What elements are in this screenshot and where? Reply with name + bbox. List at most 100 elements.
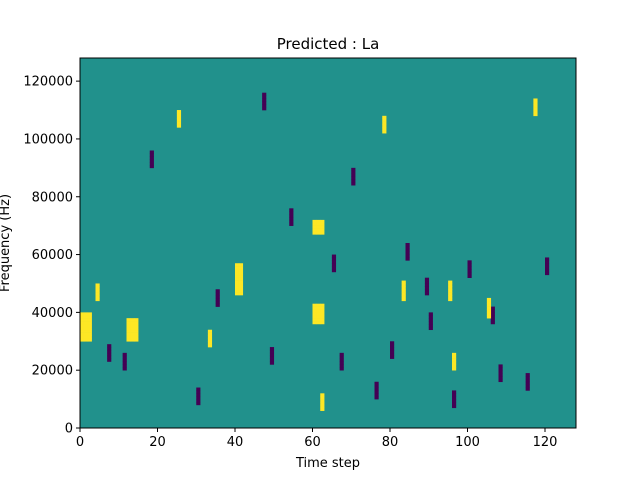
heatmap-cell-high <box>312 309 317 313</box>
heatmap-cell-low <box>149 153 154 157</box>
heatmap-cell-high <box>80 326 85 331</box>
heatmap-cell-high <box>83 335 89 339</box>
heatmap-cell-high <box>126 338 131 342</box>
heatmap-cell-low <box>262 95 267 99</box>
heatmap-cell-low <box>339 367 344 371</box>
heatmap-cell-high <box>452 358 457 362</box>
heatmap-cell-high <box>448 292 453 296</box>
heatmap-cell-low <box>405 257 410 261</box>
heatmap-cell-low <box>498 375 503 380</box>
heatmap-cell-low <box>498 370 503 374</box>
heatmap-cell-high <box>95 292 100 296</box>
heatmap-cell-high <box>207 341 213 345</box>
heatmap-cell-low <box>374 390 379 394</box>
plot-frame <box>79 57 577 429</box>
heatmap-cell-high <box>320 231 325 235</box>
heatmap-cell-high <box>312 219 317 224</box>
heatmap-cell-high <box>207 329 213 333</box>
heatmap-cell-high <box>320 312 325 316</box>
heatmap-cell-high <box>130 318 135 322</box>
heatmap-cell-high <box>312 315 317 319</box>
y-tick-label: 40000 <box>32 306 73 321</box>
heatmap-cell-low <box>215 303 220 307</box>
heatmap-cell-high <box>176 112 182 117</box>
heatmap-cell-high <box>312 231 317 235</box>
heatmap-cell-high <box>448 289 453 293</box>
heatmap-cell-high <box>80 332 85 336</box>
heatmap-cell-low <box>490 321 495 325</box>
heatmap-cell-high <box>312 306 317 310</box>
heatmap-cell-low <box>269 352 275 357</box>
heatmap-cell-high <box>176 121 182 125</box>
heatmap-cell-high <box>80 321 85 325</box>
heatmap-cell-low <box>452 390 457 394</box>
heatmap-cell-high <box>207 335 213 339</box>
heatmap-cell-low <box>262 107 267 111</box>
x-tick-label: 20 <box>149 435 166 450</box>
heatmap-cell-low <box>215 292 220 296</box>
heatmap-cell-high <box>486 306 492 310</box>
heatmap-cell-high <box>134 335 139 339</box>
heatmap-cell-low <box>405 251 410 255</box>
heatmap-cell-low <box>215 297 220 302</box>
heatmap-cell-low <box>269 355 275 359</box>
heatmap-cell-high <box>533 112 538 117</box>
heatmap-cell-low <box>452 404 457 409</box>
heatmap-cell-high <box>80 338 85 342</box>
heatmap-cell-low <box>525 375 530 380</box>
heatmap-cell-high <box>316 318 321 322</box>
heatmap-cell-high <box>320 228 325 232</box>
heatmap-cell-low <box>215 289 220 293</box>
heatmap-cell-high <box>486 300 492 304</box>
heatmap-cell-high <box>87 332 92 336</box>
heatmap-cell-high <box>80 318 85 322</box>
heatmap-cell-high <box>95 283 100 287</box>
heatmap-cell-high <box>320 393 325 397</box>
heatmap-cell-low <box>374 396 379 400</box>
y-tick-label: 100000 <box>23 132 73 147</box>
heatmap-cell-high <box>312 225 317 229</box>
heatmap-cell-low <box>545 266 550 270</box>
heatmap-cell-high <box>448 295 453 299</box>
heatmap-cell-low <box>196 387 201 391</box>
heatmap-cell-low <box>428 326 433 331</box>
heatmap-cell-high <box>533 107 538 111</box>
heatmap-cell-high <box>87 315 92 319</box>
heatmap-cell-low <box>196 401 201 406</box>
y-axis-ticks: 0 20000 40000 60000 80000 100000 120000 <box>23 75 80 437</box>
heatmap-cell-low <box>351 173 356 177</box>
heatmap-cell-high <box>238 289 244 293</box>
heatmap-cell-low <box>374 393 379 397</box>
heatmap-cell-high <box>80 335 85 339</box>
heatmap-plot-area <box>80 58 576 428</box>
heatmap-cell-high <box>316 219 321 224</box>
chart-title: Predicted : La <box>277 35 380 53</box>
heatmap-cell-high <box>87 329 92 333</box>
heatmap-cell-low <box>498 364 503 368</box>
heatmap-cell-low <box>467 263 472 267</box>
heatmap-cell-low <box>215 295 220 299</box>
heatmap-cell-low <box>467 260 472 264</box>
heatmap-cell-low <box>545 260 550 264</box>
heatmap-cell-high <box>312 312 317 316</box>
heatmap-cell-low <box>122 355 127 359</box>
heatmap-cell-high <box>382 130 387 134</box>
heatmap-cell-high <box>83 323 89 328</box>
heatmap-cell-low <box>149 150 154 154</box>
heatmap-cell-high <box>448 286 453 290</box>
heatmap-cell-high <box>238 263 244 267</box>
heatmap-cell-high <box>126 332 131 336</box>
heatmap-cell-high <box>83 329 89 333</box>
heatmap-cell-low <box>545 269 550 273</box>
heatmap-cell-low <box>405 254 410 258</box>
heatmap-cell-high <box>207 332 213 336</box>
heatmap-cell-low <box>405 248 410 252</box>
heatmap-cell-high <box>87 323 92 328</box>
heatmap-cell-high <box>312 318 317 322</box>
heatmap-cell-low <box>424 286 430 290</box>
heatmap-cell-high <box>134 321 139 325</box>
heatmap-cell-low <box>428 315 433 319</box>
heatmap-cell-high <box>87 335 92 339</box>
heatmap-cell-low <box>498 378 503 383</box>
heatmap-cell-low <box>490 318 495 322</box>
